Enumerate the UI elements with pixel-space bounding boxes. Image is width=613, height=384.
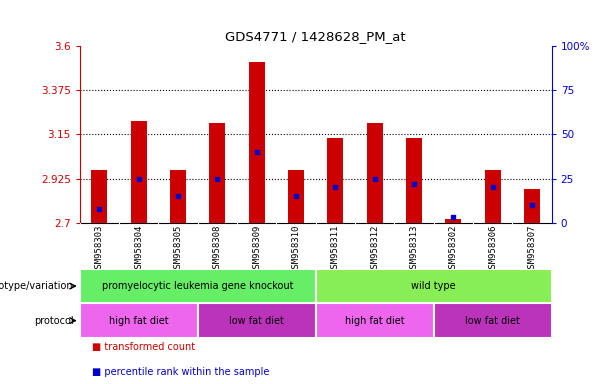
Text: GSM958312: GSM958312 bbox=[370, 225, 379, 273]
Bar bbox=[91, 170, 107, 223]
Text: genotype/variation: genotype/variation bbox=[0, 281, 74, 291]
Bar bbox=[406, 138, 422, 223]
Text: GSM958304: GSM958304 bbox=[134, 225, 143, 273]
Text: GSM958310: GSM958310 bbox=[292, 225, 300, 273]
Text: GSM958313: GSM958313 bbox=[409, 225, 419, 273]
Bar bbox=[80, 269, 316, 303]
Text: protocol: protocol bbox=[34, 316, 74, 326]
Text: GSM958305: GSM958305 bbox=[173, 225, 183, 273]
Text: GSM958307: GSM958307 bbox=[528, 225, 536, 273]
Bar bbox=[197, 303, 316, 338]
Bar bbox=[524, 189, 540, 223]
Point bbox=[370, 175, 379, 182]
Point bbox=[252, 149, 262, 155]
Bar bbox=[485, 170, 501, 223]
Text: ■ percentile rank within the sample: ■ percentile rank within the sample bbox=[92, 367, 269, 377]
Bar bbox=[249, 62, 265, 223]
Point bbox=[330, 184, 340, 190]
Text: low fat diet: low fat diet bbox=[465, 316, 520, 326]
Text: ■ transformed count: ■ transformed count bbox=[92, 342, 195, 352]
Bar bbox=[170, 170, 186, 223]
Point bbox=[527, 202, 537, 208]
Text: GSM958309: GSM958309 bbox=[252, 225, 261, 273]
Title: GDS4771 / 1428628_PM_at: GDS4771 / 1428628_PM_at bbox=[226, 30, 406, 43]
Point bbox=[213, 175, 223, 182]
Text: GSM958308: GSM958308 bbox=[213, 225, 222, 273]
Point bbox=[409, 181, 419, 187]
Bar bbox=[80, 303, 197, 338]
Point bbox=[449, 214, 459, 220]
Bar bbox=[316, 303, 434, 338]
Text: high fat diet: high fat diet bbox=[345, 316, 405, 326]
Text: wild type: wild type bbox=[411, 281, 456, 291]
Text: GSM958302: GSM958302 bbox=[449, 225, 458, 273]
Bar bbox=[210, 122, 225, 223]
Bar bbox=[316, 269, 552, 303]
Point bbox=[173, 193, 183, 199]
Point bbox=[291, 193, 301, 199]
Text: promyelocytic leukemia gene knockout: promyelocytic leukemia gene knockout bbox=[102, 281, 294, 291]
Text: low fat diet: low fat diet bbox=[229, 316, 284, 326]
Point bbox=[94, 205, 104, 212]
Text: GSM958311: GSM958311 bbox=[331, 225, 340, 273]
Bar bbox=[434, 303, 552, 338]
Bar bbox=[367, 122, 383, 223]
Point bbox=[134, 175, 143, 182]
Text: GSM958306: GSM958306 bbox=[488, 225, 497, 273]
Text: high fat diet: high fat diet bbox=[109, 316, 169, 326]
Text: GSM958303: GSM958303 bbox=[95, 225, 104, 273]
Bar bbox=[327, 138, 343, 223]
Point bbox=[488, 184, 498, 190]
Bar bbox=[288, 170, 304, 223]
Bar bbox=[446, 219, 461, 223]
Bar bbox=[131, 121, 147, 223]
